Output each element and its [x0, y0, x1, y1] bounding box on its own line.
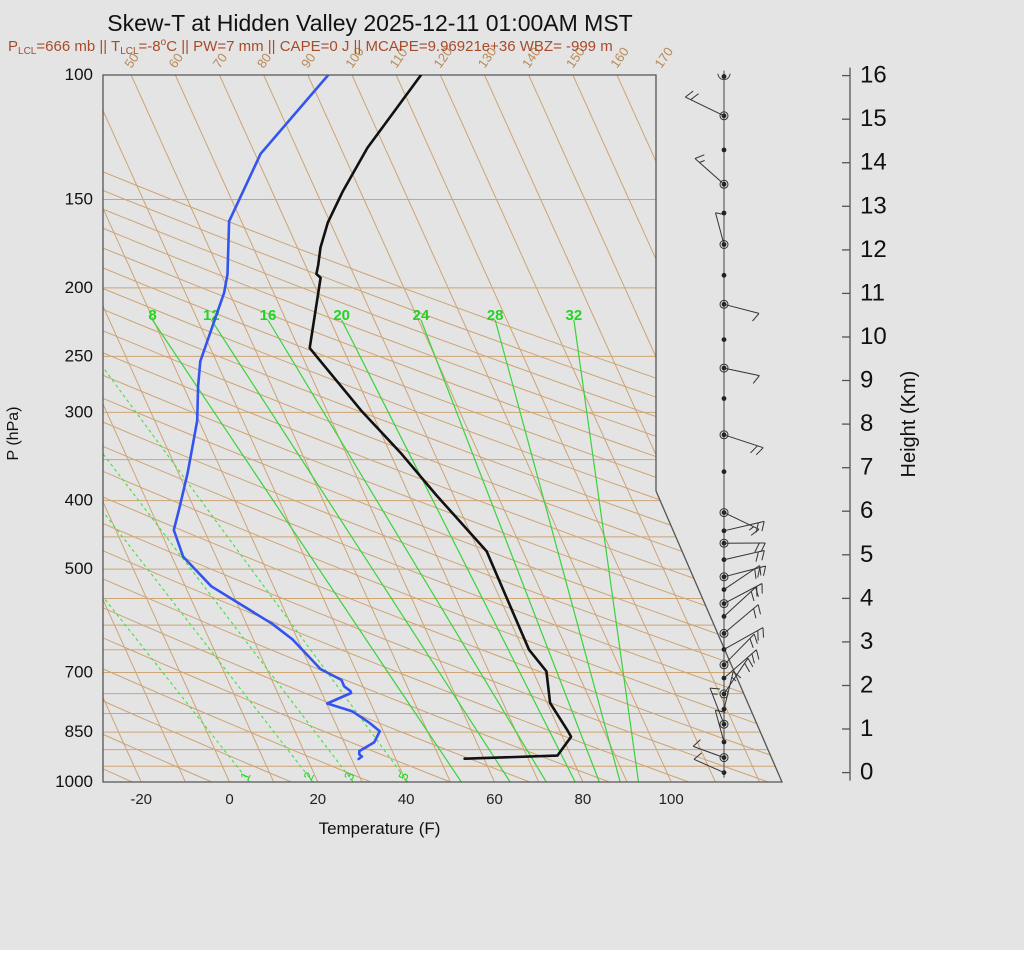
svg-text:150: 150: [65, 190, 93, 209]
svg-text:400: 400: [65, 491, 93, 510]
svg-text:-20: -20: [130, 791, 152, 808]
svg-text:28: 28: [487, 307, 504, 324]
svg-text:20: 20: [333, 307, 350, 324]
svg-text:8: 8: [860, 410, 873, 437]
svg-text:24: 24: [413, 307, 430, 324]
svg-text:13: 13: [860, 192, 887, 219]
svg-text:14: 14: [860, 149, 887, 176]
svg-text:12: 12: [860, 236, 887, 263]
svg-text:500: 500: [65, 559, 93, 578]
svg-text:250: 250: [65, 346, 93, 365]
svg-text:2: 2: [860, 672, 873, 699]
svg-text:P (hPa): P (hPa): [5, 407, 22, 461]
svg-text:3: 3: [860, 628, 873, 655]
svg-text:20: 20: [309, 791, 326, 808]
svg-text:16: 16: [260, 307, 277, 324]
svg-text:1: 1: [860, 715, 873, 742]
svg-text:0: 0: [225, 791, 233, 808]
svg-text:11: 11: [860, 279, 885, 306]
svg-text:Temperature (F): Temperature (F): [319, 819, 441, 838]
svg-text:700: 700: [65, 663, 93, 682]
svg-text:7: 7: [860, 454, 873, 481]
svg-text:5: 5: [860, 541, 873, 568]
svg-text:80: 80: [575, 791, 592, 808]
svg-text:16: 16: [860, 62, 887, 89]
svg-text:32: 32: [566, 307, 583, 324]
svg-text:9: 9: [860, 367, 873, 394]
svg-text:100: 100: [65, 65, 93, 84]
svg-text:60: 60: [486, 791, 503, 808]
svg-text:200: 200: [65, 278, 93, 297]
svg-text:8: 8: [148, 307, 156, 324]
svg-text:Height (Km): Height (Km): [898, 371, 920, 478]
svg-text:4: 4: [860, 584, 873, 611]
svg-text:40: 40: [398, 791, 415, 808]
svg-text:100: 100: [659, 791, 684, 808]
svg-text:300: 300: [65, 402, 93, 421]
svg-text:1000: 1000: [55, 772, 93, 791]
svg-text:6: 6: [860, 497, 873, 524]
svg-text:10: 10: [860, 323, 887, 350]
svg-text:Skew-T at Hidden Valley 2025-1: Skew-T at Hidden Valley 2025-12-11 01:00…: [107, 10, 632, 36]
svg-text:0: 0: [860, 759, 873, 786]
svg-text:15: 15: [860, 105, 887, 132]
svg-text:850: 850: [65, 722, 93, 741]
svg-text:PLCL=666 mb || TLCL=-8oC || PW: PLCL=666 mb || TLCL=-8oC || PW=7 mm || C…: [8, 37, 613, 57]
